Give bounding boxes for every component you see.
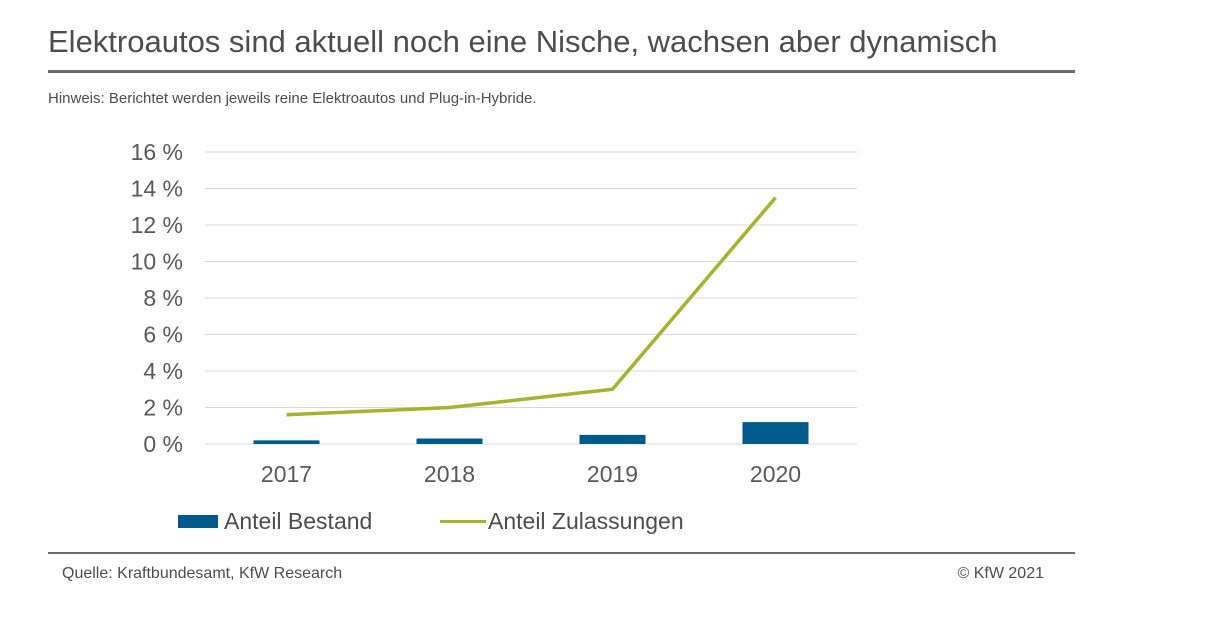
x-tick-label: 2017 [261,461,312,487]
y-tick-label: 16 % [131,139,183,165]
legend-label-bestand: Anteil Bestand [224,508,373,534]
y-tick-label: 8 % [143,285,183,311]
legend-swatch-bestand [178,515,218,528]
x-tick-label: 2019 [587,461,638,487]
copyright-note: © KfW 2021 [957,565,1045,582]
y-tick-label: 4 % [143,358,183,384]
y-tick-label: 10 % [131,249,183,275]
y-tick-label: 12 % [131,212,183,238]
legend-label-zulassungen: Anteil Zulassungen [488,508,684,534]
chart-note: Hinweis: Berichtet werden jeweils reine … [48,90,537,107]
chart-title: Elektroautos sind aktuell noch eine Nisc… [48,24,998,59]
legend-item-zulassungen: Anteil Zulassungen [440,508,684,535]
footer-divider [48,552,1075,554]
line-series-zulassungen [286,196,777,417]
y-tick-label: 2 % [143,395,183,421]
y-tick-label: 14 % [131,176,183,202]
legend-item-bestand: Anteil Bestand [178,508,372,535]
x-tick-label: 2018 [424,461,475,487]
bar-2018 [416,438,483,444]
source-note: Quelle: Kraftbundesamt, KfW Research [62,565,343,582]
bar-2017 [253,440,320,444]
bar-2019 [579,434,646,444]
bar-2020 [742,422,809,444]
legend-swatch-zulassungen [440,520,486,523]
legend: Anteil Bestand Anteil Zulassungen [0,508,1229,538]
y-tick-label: 0 % [143,431,183,457]
title-divider [48,70,1075,73]
x-tick-label: 2020 [750,461,801,487]
y-tick-label: 6 % [143,322,183,348]
